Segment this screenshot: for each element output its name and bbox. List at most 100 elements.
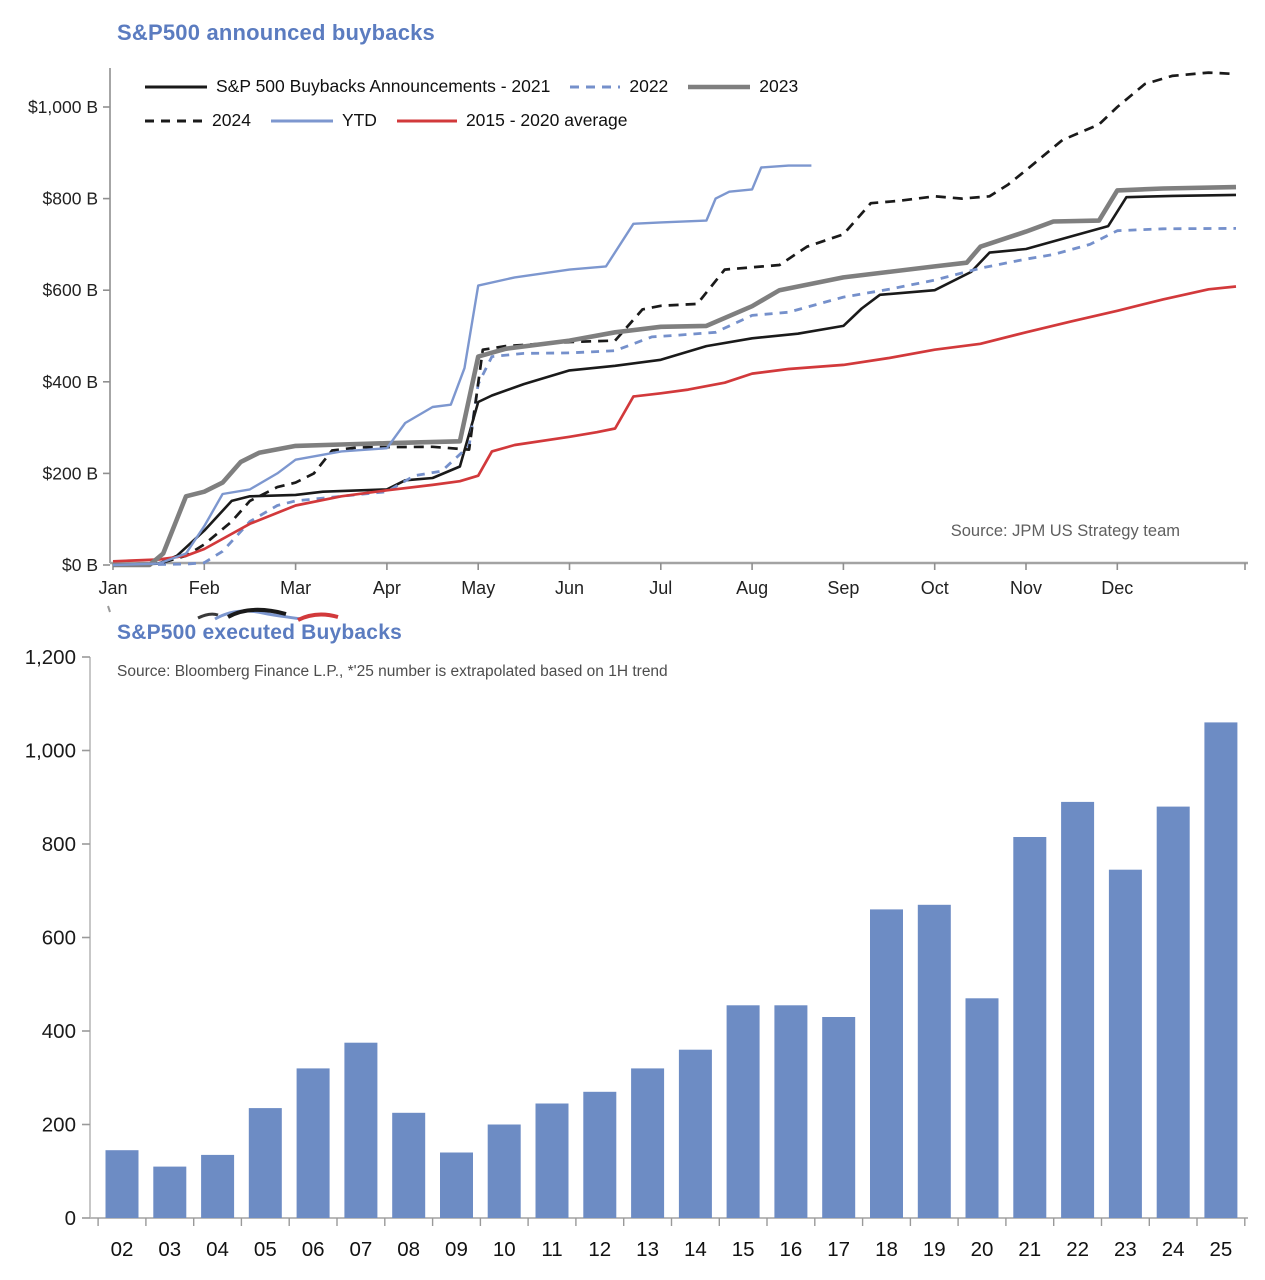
series-2021: [112, 193, 1237, 567]
bar-06: [296, 1068, 330, 1218]
x-category-label: 02: [111, 1238, 134, 1261]
series-2024: [112, 71, 1237, 567]
y-tick-label: 400: [42, 1020, 76, 1043]
x-category-label: 20: [971, 1238, 994, 1261]
y-tick-label: 800: [42, 833, 76, 856]
announced-buybacks-legend: S&P 500 Buybacks Announcements - 2021 202…: [145, 76, 798, 131]
x-category-label: 19: [923, 1238, 946, 1261]
x-category-label: 04: [206, 1238, 229, 1261]
legend-label-2015-2020-average: 2015 - 2020 average: [465, 110, 628, 130]
artifact-blue-stroke: [214, 609, 302, 621]
bar-15: [726, 1005, 760, 1218]
series-2023: [113, 184, 1237, 568]
x-tick-label: Jul: [649, 578, 672, 598]
x-tick-label: May: [461, 578, 495, 598]
x-tick-label: Oct: [921, 578, 949, 598]
y-tick-label: $0 B: [62, 555, 98, 575]
series-2015-2020-average: [112, 285, 1237, 563]
bar-04: [201, 1154, 235, 1218]
bar-13: [631, 1068, 665, 1218]
legend-item-2015-2020-average: 2015 - 2020 average: [396, 110, 628, 131]
x-category-label: 03: [158, 1238, 181, 1261]
legend-item-2022: 2022: [570, 76, 668, 97]
legend-line-sample-2021: [145, 85, 207, 88]
y-tick-label: $600 B: [43, 280, 98, 300]
bar-21: [1013, 837, 1047, 1218]
y-tick-label: 200: [42, 1114, 76, 1137]
bar-25: [1204, 722, 1238, 1218]
bar-10: [487, 1124, 521, 1218]
x-category-label: 05: [254, 1238, 277, 1261]
artifact-tick: [107, 605, 111, 613]
legend-row-2: 2024 YTD 2015 - 2020 average: [145, 110, 798, 131]
bar-17: [822, 1017, 856, 1218]
x-category-label: 17: [827, 1238, 850, 1261]
x-category-label: 12: [588, 1238, 611, 1261]
artifact-dark-stroke: [197, 612, 219, 620]
x-category-label: 22: [1066, 1238, 1089, 1261]
artifact-black-stroke: [227, 607, 287, 619]
y-tick-label: $400 B: [43, 372, 98, 392]
x-category-label: 18: [875, 1238, 898, 1261]
y-tick-label: $200 B: [43, 463, 98, 483]
y-tick-label: $800 B: [43, 189, 98, 209]
y-tick-label: $1,000 B: [28, 97, 98, 117]
legend-label-YTD: YTD: [341, 110, 377, 130]
legend-label-2021: S&P 500 Buybacks Announcements - 2021: [216, 76, 551, 96]
x-category-label: 14: [684, 1238, 707, 1261]
y-tick-label: 600: [42, 927, 76, 950]
x-tick-label: Jan: [98, 578, 127, 598]
legend-item-2024: 2024: [145, 110, 251, 131]
legend-label-2023: 2023: [759, 76, 799, 96]
x-tick-label: Sep: [827, 578, 859, 598]
bar-18: [870, 909, 903, 1218]
bar-14: [678, 1049, 712, 1218]
y-tick-label: 0: [65, 1207, 76, 1230]
x-category-label: 06: [302, 1238, 325, 1261]
series-2022: [112, 227, 1237, 567]
source-note: Source: JPM US Strategy team: [950, 522, 1180, 540]
legend-line-sample-YTD: [270, 119, 333, 122]
executed-buybacks-bar-chart: 0 200 400 600 800 1,000 1,200 02 03 04 05 06 07 08 09 1…: [25, 646, 1248, 1261]
legend-line-sample-2024: [145, 119, 203, 122]
x-category-label: 25: [1210, 1238, 1233, 1261]
x-category-label: 11: [541, 1238, 562, 1261]
bar-05: [248, 1108, 282, 1218]
x-tick-label: Nov: [1010, 578, 1042, 598]
y-tick-label: 1,000: [25, 740, 76, 763]
announced-buybacks-title: S&P500 announced buybacks: [117, 20, 435, 45]
x-tick-label: Feb: [189, 578, 220, 598]
x-tick-label: Mar: [280, 578, 311, 598]
legend-line-sample-2023: [688, 84, 751, 89]
executed-buybacks-panel: S&P500 executed Buybacks Source: Bloombe…: [0, 615, 1265, 1280]
bar-16: [774, 1005, 808, 1218]
series-YTD: [112, 164, 812, 567]
announced-buybacks-panel: S&P500 announced buybacks $0 B $200 B $400…: [0, 0, 1265, 615]
legend-row-1: S&P 500 Buybacks Announcements - 2021 202…: [145, 76, 798, 97]
bar-19: [917, 904, 951, 1218]
bar-08: [392, 1112, 426, 1218]
bar-03: [153, 1166, 187, 1218]
executed-buybacks-title: S&P500 executed Buybacks: [117, 621, 402, 644]
bar-24: [1156, 806, 1190, 1218]
bar-20: [965, 998, 999, 1218]
x-category-label: 08: [397, 1238, 420, 1261]
announced-buybacks-line-chart: $0 B $200 B $400 B $600 B $800 B $1,000 B Jan F…: [28, 68, 1248, 598]
x-category-label: 10: [493, 1238, 516, 1261]
x-category-label: 21: [1018, 1238, 1041, 1261]
artifact-red-stroke: [297, 612, 339, 622]
legend-item-2021: S&P 500 Buybacks Announcements - 2021: [145, 76, 550, 97]
x-tick-label: Apr: [373, 578, 401, 598]
bar-12: [583, 1091, 617, 1218]
x-category-label: 09: [445, 1238, 468, 1261]
legend-item-2023: 2023: [688, 76, 798, 97]
x-category-label: 23: [1114, 1238, 1137, 1261]
x-tick-label: Aug: [736, 578, 768, 598]
legend-label-2022: 2022: [629, 76, 669, 96]
bar-11: [535, 1103, 569, 1218]
x-category-label: 15: [732, 1238, 755, 1261]
x-tick-label: Dec: [1101, 578, 1133, 598]
x-category-label: 24: [1162, 1238, 1185, 1261]
bar-23: [1108, 869, 1142, 1218]
